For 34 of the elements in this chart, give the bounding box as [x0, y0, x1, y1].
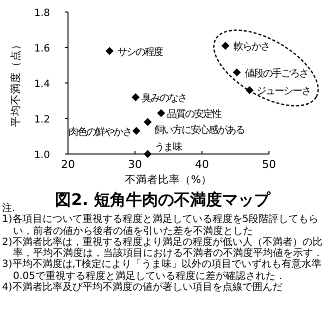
text: 2)不満者比率は，重視する程度より満足の程度が低い人（不満者）の比率，平均不満度は，当該項目における不満者の不満度平均値を示す． [2, 236, 324, 260]
point [144, 118, 152, 126]
annotation: 臭みのなさ [142, 92, 187, 104]
text: 注. [2, 203, 16, 214]
x-axis-title: 不満者比率（%） [125, 173, 212, 186]
text: 1)各項目について重視する程度と満足している程度を5段階評してもらい，前者の値から後者の値を引いた差を不満度とした [2, 214, 319, 237]
text: 4)不満者比率及び平均不満度の値が著しい項目を点線で囲んだ [2, 282, 284, 294]
annotation: 品質の安定性 [167, 108, 222, 120]
y-tick-label: 1.2 [34, 114, 50, 126]
x-tick-label: 40 [195, 158, 209, 171]
point [106, 47, 114, 56]
x-tick-label: 50 [262, 158, 276, 171]
annotation: ジューシーさ [256, 86, 311, 98]
point [157, 109, 166, 118]
y-tick-label: 1.8 [34, 8, 50, 19]
x-tick-label: 20 [61, 158, 75, 171]
annotation: 値段の手ごろさ [244, 67, 308, 80]
point [144, 150, 152, 158]
annotation: 軟らかさ [233, 42, 270, 53]
y-tick-label: 1.4 [34, 79, 50, 90]
annotation: 飼い方に安心感がある [154, 124, 245, 136]
point [132, 93, 140, 102]
annotation: うま味 [154, 141, 183, 153]
text: 図2. 短角牛肉の不満度マップ [55, 190, 270, 209]
text: 3)平均不満度は,T検定により「うま味」以外の項目でいずれも有意水準0.05で重視する程度と満足している程度に差が確認された． [2, 259, 323, 282]
y-tick-label: 1.6 [34, 44, 50, 54]
y-tick-label: 1.0 [34, 150, 50, 161]
y-axis-title: 平均不満度（点） [9, 39, 22, 127]
point [132, 126, 140, 135]
point [221, 42, 230, 50]
annotation: サシの程度 [118, 46, 164, 58]
annotation: 肉色の鮮やかさ [68, 126, 132, 138]
x-tick-label: 30 [128, 158, 142, 171]
point [232, 68, 241, 76]
